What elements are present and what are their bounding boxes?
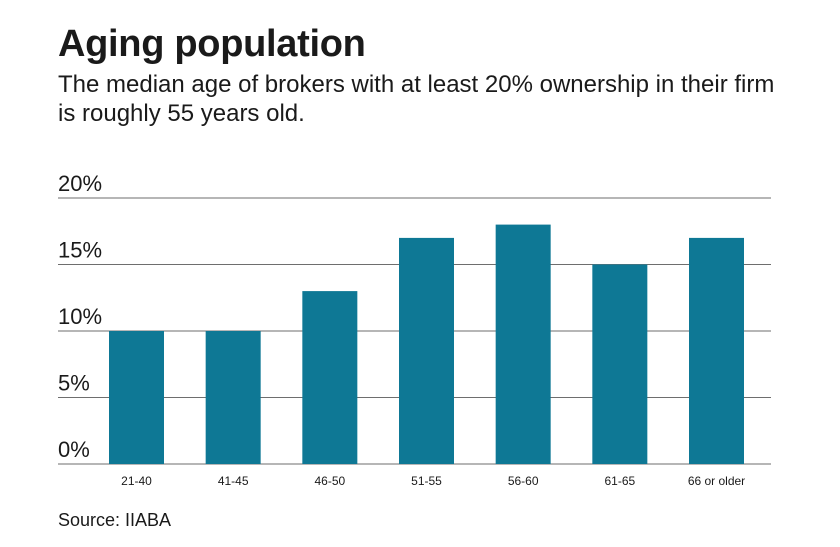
x-tick-label: 61-65 — [604, 474, 635, 488]
bar — [109, 331, 164, 464]
bar — [205, 331, 261, 464]
x-axis-ticks: 21-40 41-45 46-50 51-55 56-60 61-65 66 or olde… — [121, 474, 745, 488]
y-tick-label: 20% — [58, 171, 102, 196]
x-tick-label: 56-60 — [508, 474, 539, 488]
chart-subtitle: The median age of brokers with at least … — [58, 71, 775, 127]
y-axis-ticks: 0% 5% 10% 15% 20% — [58, 171, 102, 462]
x-tick-label: 46-50 — [314, 474, 345, 488]
bar-chart: 0% 5% 10% 15% 20% 21-40 41-45 46-50 51-55 56-60 6… — [58, 171, 771, 488]
bar — [302, 291, 358, 464]
y-tick-label: 5% — [58, 371, 90, 396]
x-tick-label: 41-45 — [218, 474, 249, 488]
x-tick-label: 21-40 — [121, 474, 152, 488]
x-tick-label: 51-55 — [411, 474, 442, 488]
x-tick-label: 66 or older — [688, 474, 745, 488]
bar — [399, 237, 454, 464]
bar — [495, 224, 551, 464]
bars — [109, 224, 744, 464]
y-tick-label: 0% — [58, 437, 90, 462]
y-tick-label: 10% — [58, 304, 102, 329]
bar — [689, 237, 744, 464]
chart-title: Aging population — [58, 23, 366, 65]
bar — [592, 264, 648, 464]
source-note: Source: IIABA — [58, 510, 172, 530]
y-tick-label: 15% — [58, 238, 102, 263]
